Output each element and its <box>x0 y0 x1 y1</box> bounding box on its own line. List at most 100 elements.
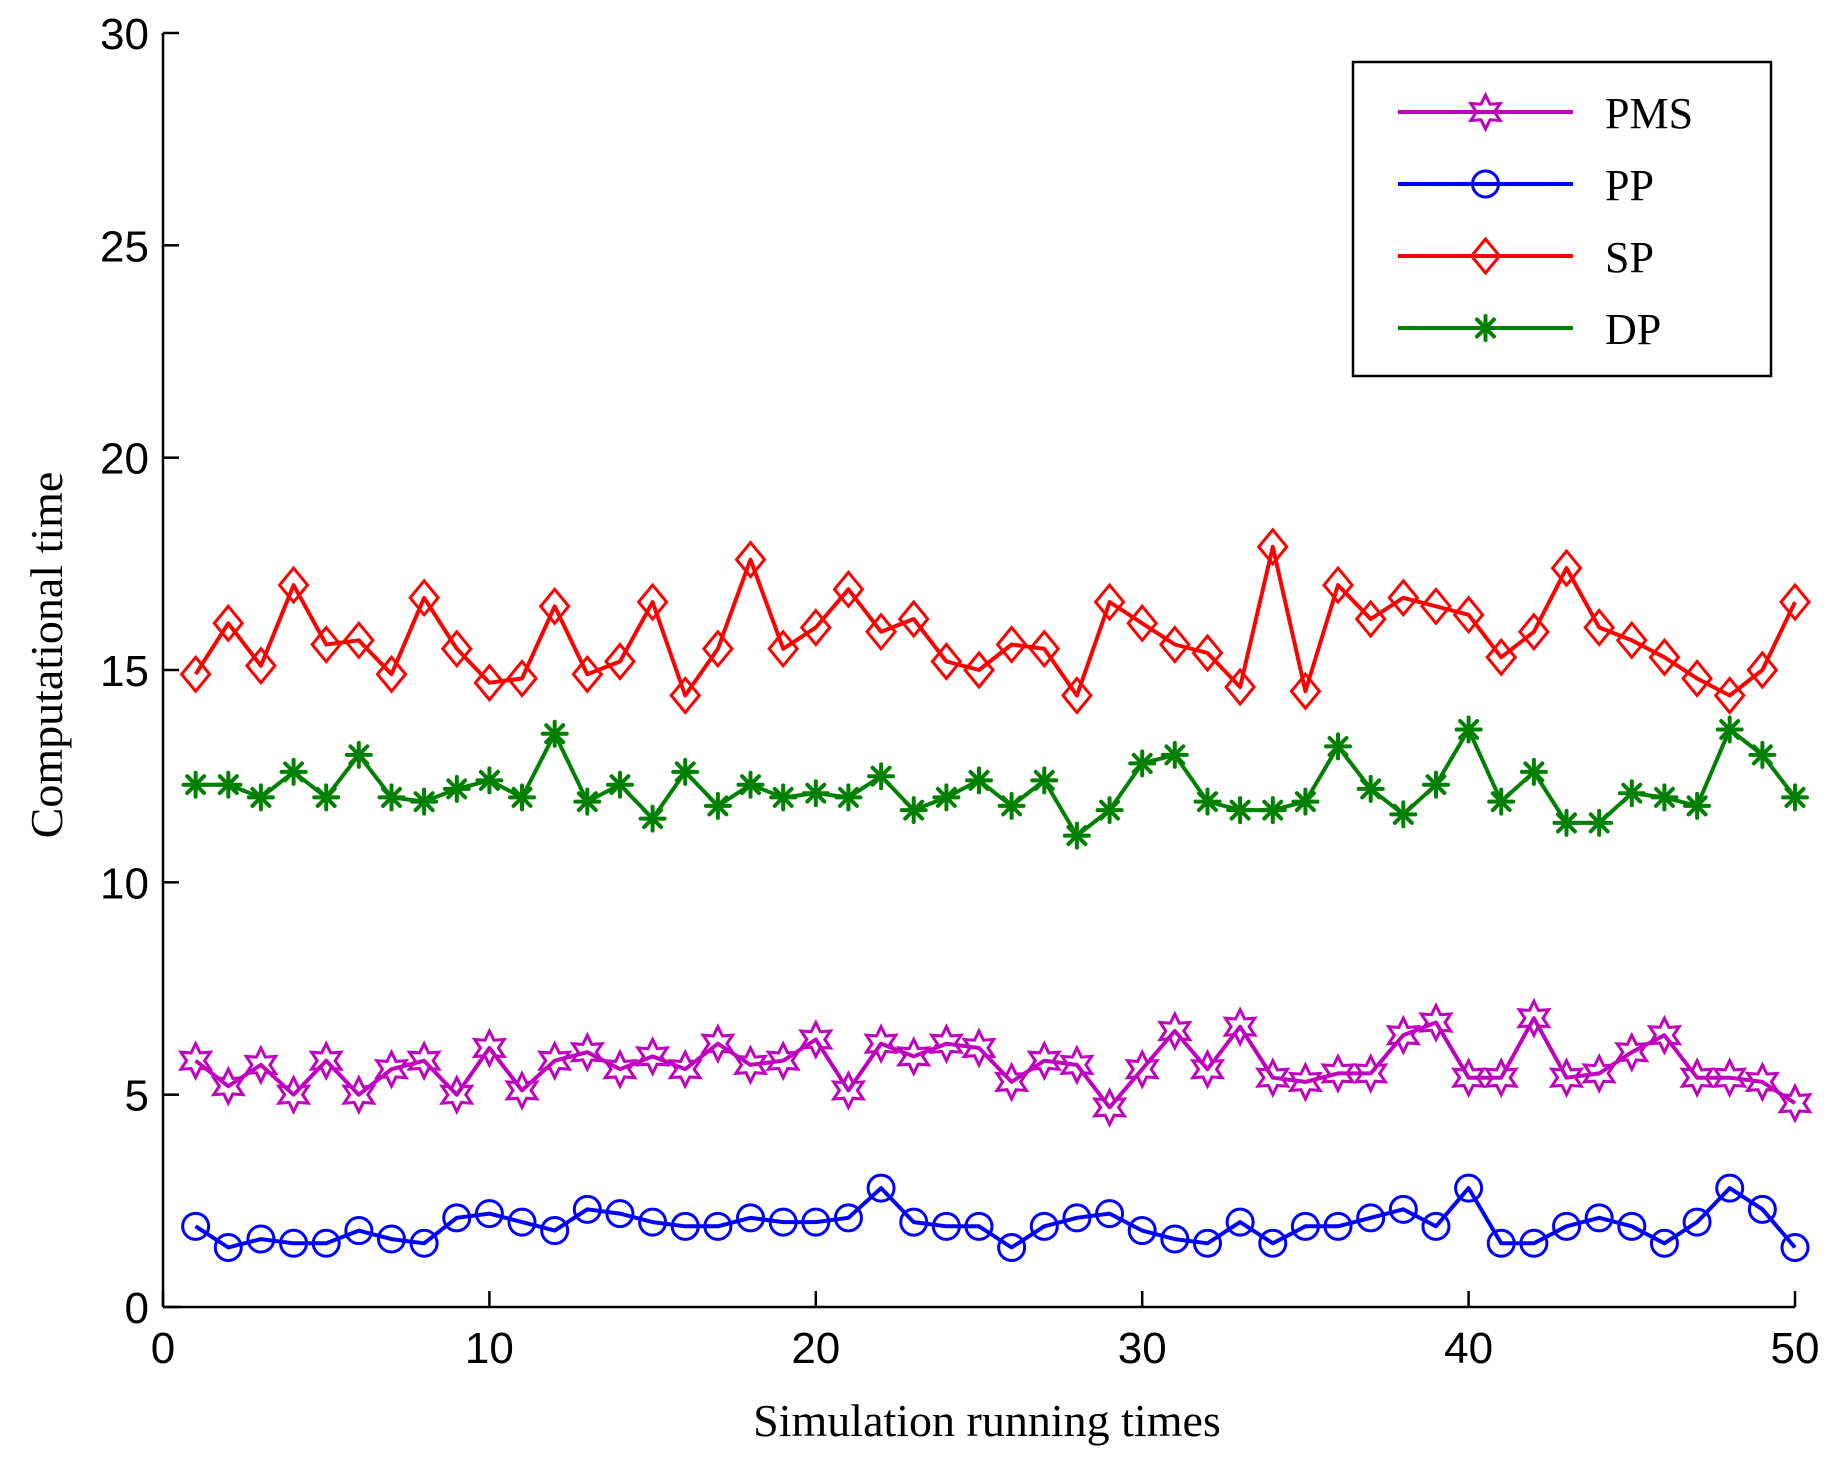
data-point-pp <box>572 1194 602 1224</box>
data-point-dp-stroke <box>1262 799 1284 821</box>
data-point-sp <box>538 586 571 626</box>
data-point-dp <box>997 791 1026 820</box>
data-point-dp <box>1030 766 1059 795</box>
x-tick-label: 50 <box>1771 1324 1820 1373</box>
data-point-sp <box>1387 578 1420 618</box>
data-point-pp <box>1584 1203 1614 1233</box>
data-point-pp <box>409 1228 439 1258</box>
data-point-pms <box>1614 1031 1650 1073</box>
legend-label-pp: PP <box>1605 161 1654 210</box>
data-point-pms <box>1059 1044 1095 1086</box>
data-point-dp <box>442 774 471 803</box>
data-point-dp-stroke <box>1621 782 1643 804</box>
data-point-sp <box>1158 625 1191 664</box>
data-point-pms <box>1548 1057 1585 1099</box>
data-point-pp <box>1192 1228 1222 1258</box>
data-point-pp <box>1095 1199 1125 1229</box>
data-point-pp <box>703 1211 733 1241</box>
data-point-pp <box>1715 1173 1745 1203</box>
x-tick-label: 30 <box>1118 1324 1167 1373</box>
data-point-pp <box>1388 1194 1418 1224</box>
data-point-sp <box>1028 629 1061 669</box>
data-point-pms <box>1712 1057 1748 1099</box>
data-point-dp <box>312 783 341 812</box>
data-point-pp <box>1356 1203 1386 1233</box>
data-point-pms <box>1189 1048 1226 1090</box>
data-point-dp <box>965 766 993 795</box>
data-point-pp <box>1290 1211 1320 1241</box>
data-point-dp-stroke <box>1066 825 1088 847</box>
data-point-dp <box>1389 800 1418 829</box>
data-point-pms <box>1385 1014 1421 1056</box>
data-point-dp <box>703 791 732 820</box>
x-tick-label: 20 <box>791 1324 840 1373</box>
data-point-dp <box>508 783 536 812</box>
data-point-pp <box>1062 1203 1092 1233</box>
data-point-pms <box>961 1027 997 1069</box>
data-point-dp <box>932 783 961 812</box>
data-point-pms <box>765 1040 801 1082</box>
data-point-dp-stroke <box>283 761 304 783</box>
y-tick-label: 0 <box>125 1284 149 1333</box>
data-point-pms <box>602 1048 638 1090</box>
data-point-dp-stroke <box>1686 795 1708 817</box>
data-point-pp <box>1421 1211 1451 1241</box>
data-point-sp <box>179 654 212 694</box>
data-point-pms <box>1287 1061 1324 1103</box>
legend-label-sp: SP <box>1605 233 1654 282</box>
data-point-pp <box>1682 1207 1712 1237</box>
x-tick-label: 10 <box>465 1324 514 1373</box>
data-point-dp-stroke <box>1001 795 1023 817</box>
data-point-dp <box>1650 783 1679 812</box>
data-point-pp <box>1029 1211 1059 1241</box>
data-point-sp <box>408 578 441 618</box>
legend-marker-dp <box>1471 314 1500 342</box>
data-point-pp <box>964 1211 994 1241</box>
data-point-pms <box>373 1048 410 1090</box>
data-point-pp <box>736 1203 766 1233</box>
data-point-pms <box>1091 1086 1128 1128</box>
data-point-dp-stroke <box>1784 786 1806 808</box>
data-point-sp <box>767 629 800 669</box>
data-point-pms <box>439 1074 475 1116</box>
data-point-dp-stroke <box>968 769 990 791</box>
data-point-dp-stroke <box>1458 719 1480 740</box>
data-point-sp <box>734 540 767 579</box>
data-point-dp <box>834 783 863 812</box>
data-point-dp <box>1226 796 1255 825</box>
data-point-sp <box>930 642 963 681</box>
data-point-pp <box>1258 1228 1288 1258</box>
data-point-pp <box>474 1199 504 1229</box>
data-point-pms <box>1744 1061 1781 1103</box>
data-point-sp <box>375 654 408 694</box>
data-point-pms <box>1124 1048 1160 1090</box>
data-point-pms <box>1516 997 1552 1039</box>
data-point-sp <box>636 582 669 622</box>
data-point-dp-stroke <box>185 774 207 796</box>
data-point-pms <box>830 1069 867 1111</box>
data-point-dp <box>410 787 439 816</box>
data-point-sp <box>1093 582 1126 622</box>
data-point-pms <box>210 1065 246 1107</box>
series-pp <box>181 1173 1810 1263</box>
data-point-pp <box>931 1211 961 1241</box>
data-point-pms <box>928 1023 965 1065</box>
data-point-sp <box>1713 676 1746 715</box>
data-point-dp-stroke <box>1425 774 1447 796</box>
data-point-dp <box>1193 787 1222 816</box>
data-point-dp <box>1748 740 1777 769</box>
data-point-dp-stroke <box>511 786 533 808</box>
data-point-sp <box>440 629 473 669</box>
legend-box <box>1351 60 1773 378</box>
data-point-dp <box>1617 779 1646 808</box>
data-point-dp-stroke <box>544 723 566 745</box>
data-point-pp <box>833 1203 863 1233</box>
legend-marker-pp <box>1471 169 1500 199</box>
data-point-pms <box>569 1031 605 1073</box>
data-point-dp-stroke <box>315 786 337 808</box>
data-point-pp <box>507 1207 537 1237</box>
data-point-dp-stroke <box>870 765 892 787</box>
data-point-dp-stroke <box>446 778 468 800</box>
data-point-pms <box>1157 1010 1193 1052</box>
